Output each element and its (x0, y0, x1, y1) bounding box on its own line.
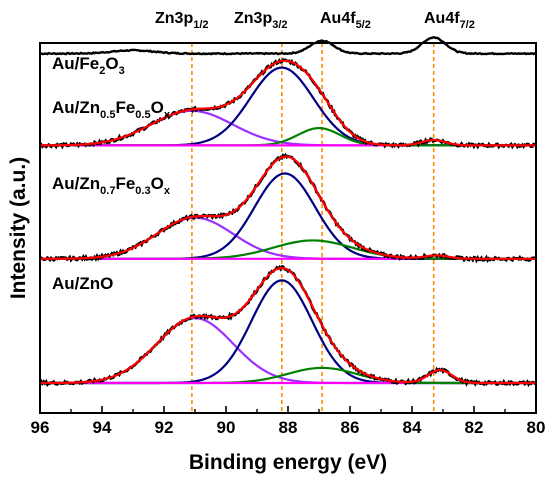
peak-label-main: Zn3p (234, 10, 272, 27)
sample-label: Au/Fe2O3 (52, 54, 125, 77)
peak-label-sub: 7/2 (460, 19, 475, 31)
sample-label-sub: 0.3 (135, 185, 150, 197)
peak-label: Au4f5/2 (320, 10, 371, 31)
peak-label-main: Au4f (424, 10, 460, 27)
peak-label: Zn3p3/2 (234, 10, 288, 31)
sample-label-main: Fe (115, 98, 135, 117)
peak-label-main: Au4f (320, 10, 356, 27)
x-ticks: 96 94 92 90 88 86 84 82 80 (31, 406, 546, 437)
peak-labels: Zn3p1/2 Zn3p3/2 Au4f5/2 Au4f7/2 (155, 10, 475, 31)
sample-label-main: O (151, 174, 164, 193)
x-tick-label: 94 (93, 418, 112, 437)
peak-label: Zn3p1/2 (155, 10, 209, 31)
sample-spectrum (39, 57, 537, 150)
fit-component (40, 66, 536, 147)
sample-label-main: Fe (115, 174, 135, 193)
fit-envelope (40, 155, 536, 260)
x-tick-label: 86 (341, 418, 360, 437)
peak-label-main: Zn3p (155, 10, 193, 27)
peak-label-sub: 3/2 (272, 19, 287, 31)
sample-label: Au/Zn0.7Fe0.3Ox (52, 174, 171, 197)
sample-label-sub: 0.5 (135, 109, 150, 121)
x-tick-label: 82 (465, 418, 484, 437)
raw-data-curve (38, 264, 537, 388)
sample-label-main: Au/ZnO (52, 274, 113, 293)
sample-label-sub: 0.5 (100, 109, 115, 121)
sample-spectrum (39, 152, 538, 264)
sample-labels: Au/Fe2O3Au/Zn0.5Fe0.5OxAu/Zn0.7Fe0.3OxAu… (52, 54, 171, 293)
sample-label-main: O (151, 98, 164, 117)
peak-marker-lines (191, 43, 435, 413)
x-tick-label: 80 (527, 418, 546, 437)
reference-curve (39, 36, 537, 56)
sample-label-main: Au/Fe (52, 54, 99, 73)
sample-label-sub: 0.7 (100, 185, 115, 197)
sample-spectrum (38, 264, 537, 388)
sample-spectrum (39, 36, 537, 56)
sample-label-main: Au/Zn (52, 98, 100, 117)
sample-label-sub: 3 (119, 65, 125, 77)
sample-label-main: O (105, 54, 118, 73)
spectra (38, 36, 538, 388)
plot-frame (39, 42, 537, 414)
x-tick-label: 88 (279, 418, 298, 437)
sample-label-sub: x (164, 185, 171, 197)
peak-label-sub: 1/2 (193, 19, 208, 31)
peak-label: Au4f7/2 (424, 10, 475, 31)
sample-label: Au/ZnO (52, 274, 113, 293)
sample-label-main: Au/Zn (52, 174, 100, 193)
peak-label-sub: 5/2 (356, 19, 371, 31)
sample-label: Au/Zn0.5Fe0.5Ox (52, 98, 171, 121)
x-axis-label: Binding energy (eV) (189, 451, 387, 474)
fit-envelope (39, 59, 536, 147)
fit-envelope (40, 266, 536, 385)
x-tick-label: 90 (217, 418, 236, 437)
fit-component (40, 279, 536, 385)
y-axis-label: Intensity (a.u.) (7, 157, 30, 299)
x-tick-label: 84 (403, 418, 422, 437)
sample-label-sub: 2 (99, 65, 105, 77)
x-tick-label: 96 (31, 418, 50, 437)
x-tick-label: 92 (155, 418, 174, 437)
sample-label-sub: x (164, 109, 171, 121)
